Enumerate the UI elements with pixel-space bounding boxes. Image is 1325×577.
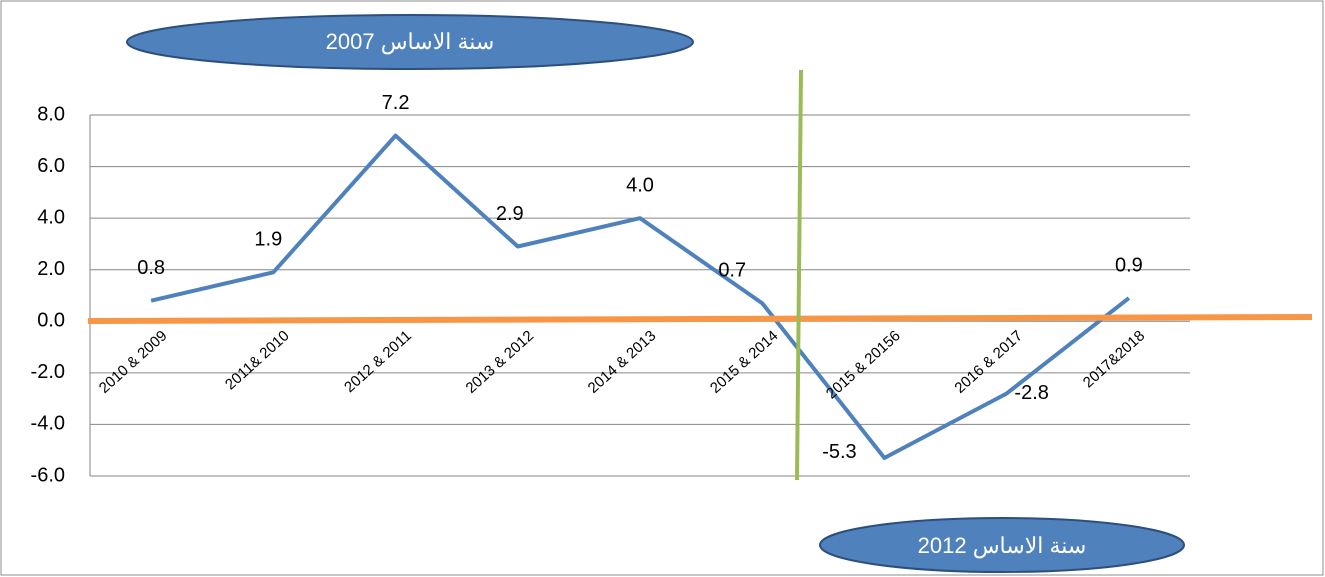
y-tick-label: 6.0 [37,155,65,177]
y-tick-label: -2.0 [31,361,65,383]
y-tick-label: 4.0 [37,206,65,228]
data-label: 7.2 [382,92,410,114]
y-tick-label: 8.0 [37,103,65,125]
data-label: 0.7 [718,260,746,282]
plot [150,133,1131,460]
y-tick-label: -4.0 [31,413,65,435]
data-label: 2.9 [496,203,524,225]
annotation-ellipse [126,14,694,70]
zero-line [87,314,1313,324]
data-label: 1.9 [254,229,282,251]
y-tick-label: 2.0 [37,258,65,280]
divider-line [795,69,803,481]
annotation: سنة الاساس 2012 [918,533,1087,559]
y-tick-label: -6.0 [31,464,65,486]
data-label: 4.0 [626,174,654,196]
data-label: -5.3 [822,441,856,463]
annotation: سنة الاساس 2007 [326,29,495,55]
y-tick-label: 0.0 [37,310,65,332]
series-line [150,133,1131,460]
data-label: 0.8 [137,257,165,279]
annotation-ellipse [819,517,1185,573]
data-label: -2.8 [1014,382,1048,404]
data-label: 0.9 [1115,254,1143,276]
